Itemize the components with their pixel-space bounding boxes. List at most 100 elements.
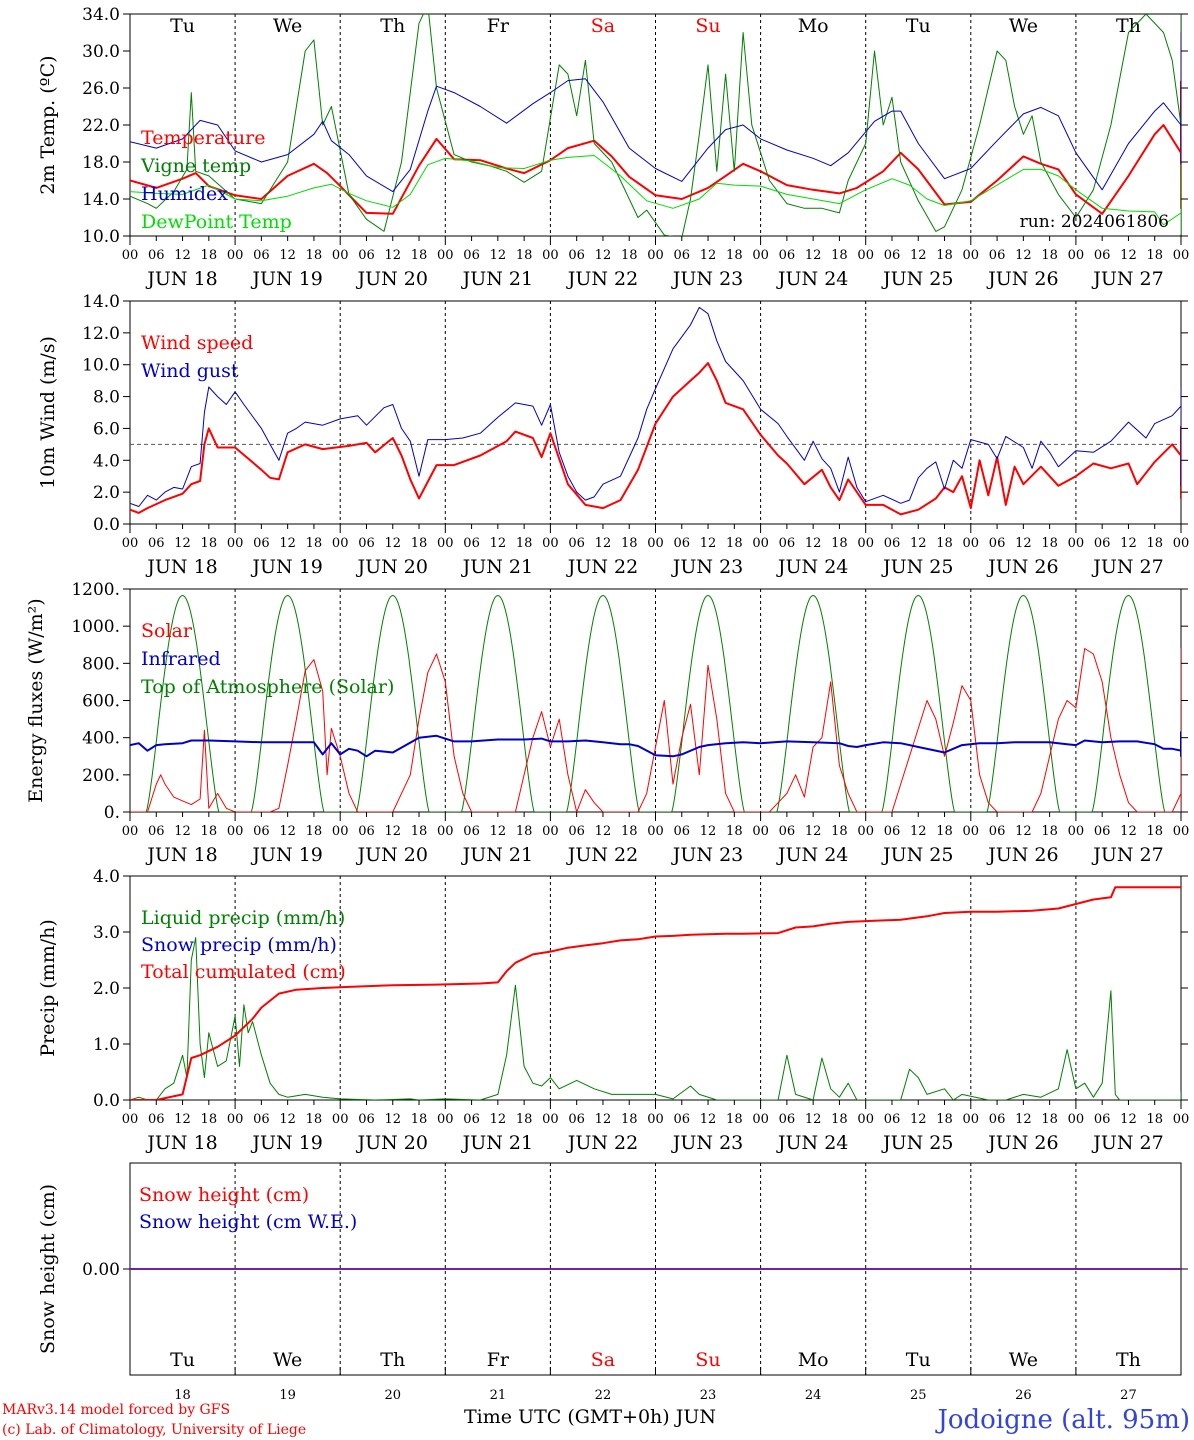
hour-tick-label: 00 xyxy=(857,248,874,263)
series-wind-speed xyxy=(130,362,1181,516)
weekday-label: Tu xyxy=(170,15,195,37)
day-number-label: 24 xyxy=(805,1388,822,1403)
y-tick-label: 400. xyxy=(82,729,120,749)
date-label: JUN 25 xyxy=(881,556,953,578)
date-label: JUN 20 xyxy=(356,268,428,290)
hour-tick-label: 18 xyxy=(306,1112,323,1127)
date-label: JUN 20 xyxy=(356,844,428,866)
hour-tick-label: 18 xyxy=(306,536,323,551)
legend-entry: Total cumulated (cm) xyxy=(141,961,346,983)
panel-1: 00 06 12 18 00 06 12 18 00 06 12 18 00 06 12 18 00 06 12 18… xyxy=(37,5,1189,290)
hour-tick-label: 06 xyxy=(463,824,480,839)
hour-tick-label: 12 xyxy=(490,1112,507,1127)
time-axis-label: Time UTC (GMT+0h) JUN xyxy=(464,1406,716,1428)
hour-tick-label: 12 xyxy=(174,1112,191,1127)
y-axis-label: Precip (mm/h) xyxy=(37,919,59,1057)
hour-tick-label: 00 xyxy=(542,248,559,263)
model-credit: MARv3.14 model forced by GFS xyxy=(2,1402,230,1418)
weekday-label: Tu xyxy=(170,1349,195,1371)
hour-tick-label: 00 xyxy=(542,1112,559,1127)
weekday-label: Fr xyxy=(487,1349,510,1371)
hour-tick-label: 00 xyxy=(122,1112,139,1127)
hour-tick-label: 06 xyxy=(358,1112,375,1127)
hour-tick-label: 18 xyxy=(621,1112,638,1127)
hour-tick-label: 06 xyxy=(989,248,1006,263)
hour-tick-label: 06 xyxy=(674,824,691,839)
hour-tick-label: 12 xyxy=(805,824,822,839)
legend-entry: Infrared xyxy=(141,648,221,670)
hour-tick-label: 00 xyxy=(332,1112,349,1127)
weekday-label: Tu xyxy=(906,1349,931,1371)
legend-entry: Snow height (cm W.E.) xyxy=(139,1211,357,1233)
hour-tick-label: 06 xyxy=(989,536,1006,551)
hour-tick-label: 18 xyxy=(411,248,428,263)
date-label: JUN 25 xyxy=(881,1132,953,1154)
y-axis-label: Energy fluxes (W/m²) xyxy=(25,598,47,802)
y-tick-label: 34.0 xyxy=(82,5,120,25)
date-label: JUN 25 xyxy=(881,268,953,290)
day-number-label: 18 xyxy=(174,1388,191,1403)
plot-frame xyxy=(129,300,1182,525)
hour-tick-label: 12 xyxy=(700,248,717,263)
weekday-label: We xyxy=(1009,15,1038,37)
date-label: JUN 19 xyxy=(250,268,322,290)
hour-tick-label: 12 xyxy=(910,824,927,839)
weekday-label: Th xyxy=(1116,1349,1141,1371)
hour-tick-label: 18 xyxy=(936,1112,953,1127)
weekday-label: Fr xyxy=(487,15,510,37)
date-label: JUN 19 xyxy=(250,1132,322,1154)
hour-tick-label: 00 xyxy=(437,248,454,263)
weekday-label: Su xyxy=(695,1349,720,1371)
hour-tick-label: 18 xyxy=(831,824,848,839)
legend-entry: Wind gust xyxy=(141,360,239,382)
day-number-label: 27 xyxy=(1120,1388,1137,1403)
hour-tick-label: 18 xyxy=(516,824,533,839)
hour-tick-label: 06 xyxy=(358,536,375,551)
y-tick-label: 22.0 xyxy=(82,116,120,136)
hour-tick-label: 00 xyxy=(963,248,980,263)
hour-tick-label: 18 xyxy=(936,824,953,839)
hour-tick-label: 00 xyxy=(752,824,769,839)
hour-tick-label: 00 xyxy=(647,248,664,263)
hour-tick-label: 00 xyxy=(647,824,664,839)
hour-tick-label: 18 xyxy=(1146,824,1163,839)
date-label: JUN 26 xyxy=(986,268,1058,290)
panel-4: 00 06 12 18 00 06 12 18 00 06 12 18 00 06 12 18 00 06 12 18… xyxy=(37,867,1189,1154)
hour-tick-label: 12 xyxy=(805,248,822,263)
hour-tick-label: 00 xyxy=(1173,824,1190,839)
weekday-label: We xyxy=(273,15,302,37)
hour-tick-label: 06 xyxy=(884,248,901,263)
hour-tick-label: 18 xyxy=(726,536,743,551)
hour-tick-label: 06 xyxy=(1094,824,1111,839)
legend-entry: Vigne temp xyxy=(140,155,251,177)
legend-entry: DewPoint Temp xyxy=(141,211,292,233)
day-number-label: 25 xyxy=(910,1388,927,1403)
series-liquid-precip-mm-h- xyxy=(130,937,1181,1100)
hour-tick-label: 12 xyxy=(384,248,401,263)
date-label: JUN 24 xyxy=(776,556,848,578)
hour-tick-label: 12 xyxy=(910,536,927,551)
hour-tick-label: 18 xyxy=(831,1112,848,1127)
hour-tick-label: 12 xyxy=(1120,1112,1137,1127)
hour-tick-label: 18 xyxy=(1041,824,1058,839)
hour-tick-label: 06 xyxy=(568,536,585,551)
hour-tick-label: 00 xyxy=(122,536,139,551)
hour-tick-label: 00 xyxy=(752,536,769,551)
date-label: JUN 21 xyxy=(461,268,533,290)
hour-tick-label: 18 xyxy=(516,1112,533,1127)
date-label: JUN 18 xyxy=(145,268,217,290)
hour-tick-label: 00 xyxy=(963,824,980,839)
hour-tick-label: 18 xyxy=(516,536,533,551)
panel-5: 18 19 20 21 22 23 24 25 26 27 Tu We Th Fr Sa Su Mo Tu We Th… xyxy=(37,1162,1188,1403)
series-wind-gust xyxy=(130,306,1181,507)
hour-tick-label: 00 xyxy=(1173,1112,1190,1127)
date-label: JUN 23 xyxy=(671,556,743,578)
y-tick-label: 0. xyxy=(104,803,120,823)
hour-tick-label: 06 xyxy=(1094,536,1111,551)
y-tick-label: 0.0 xyxy=(93,515,120,535)
hour-tick-label: 18 xyxy=(516,248,533,263)
hour-tick-label: 06 xyxy=(1094,1112,1111,1127)
hour-tick-label: 00 xyxy=(437,536,454,551)
hour-tick-label: 18 xyxy=(411,536,428,551)
hour-tick-label: 12 xyxy=(174,536,191,551)
